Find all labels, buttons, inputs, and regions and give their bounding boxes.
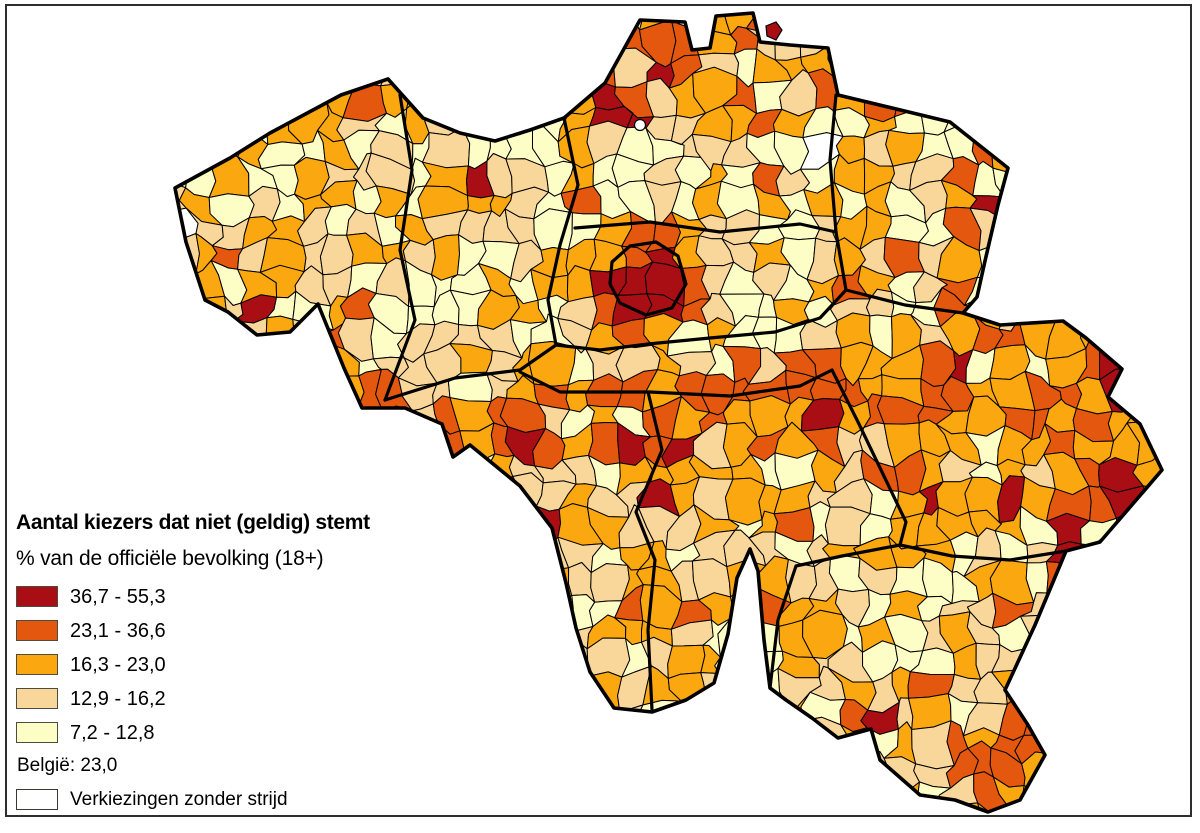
legend-swatch-class-2 [16, 620, 58, 642]
legend-item: 16,3 - 23,0 [16, 653, 456, 676]
legend-item: 12,9 - 16,2 [16, 687, 456, 710]
legend-item: 23,1 - 36,6 [16, 619, 456, 642]
legend-title: Aantal kiezers dat niet (geldig) stemt [16, 511, 370, 534]
legend-item: 7,2 - 12,8 [16, 721, 456, 744]
legend-label-class-5: 7,2 - 12,8 [70, 721, 155, 744]
legend-label-class-3: 16,3 - 23,0 [70, 653, 166, 676]
legend-subtitle: % van de officiële bevolking (18+) [16, 547, 324, 571]
legend-item: 36,7 - 55,3 [16, 585, 456, 608]
country-outline [173, 11, 1164, 814]
legend-label-no-contest: Verkiezingen zonder strijd [70, 789, 288, 811]
legend-national-value: België: 23,0 [17, 755, 118, 777]
enclaves-layer [633, 21, 783, 132]
legend-item-special: Verkiezingen zonder strijd [16, 788, 456, 811]
legend-swatch-no-contest [16, 789, 58, 811]
legend: Aantal kiezers dat niet (geldig) stemt %… [16, 511, 456, 822]
legend-swatch-class-3 [16, 654, 58, 676]
legend-label-class-1: 36,7 - 55,3 [70, 585, 166, 608]
municipalities-layer [175, 13, 1162, 812]
legend-swatch-class-4 [16, 688, 58, 710]
legend-label-class-2: 23,1 - 36,6 [70, 619, 166, 642]
legend-swatch-class-1 [16, 586, 58, 608]
legend-label-class-4: 12,9 - 16,2 [70, 687, 166, 710]
province-borders-layer [383, 93, 1068, 712]
legend-swatch-class-5 [16, 722, 58, 744]
